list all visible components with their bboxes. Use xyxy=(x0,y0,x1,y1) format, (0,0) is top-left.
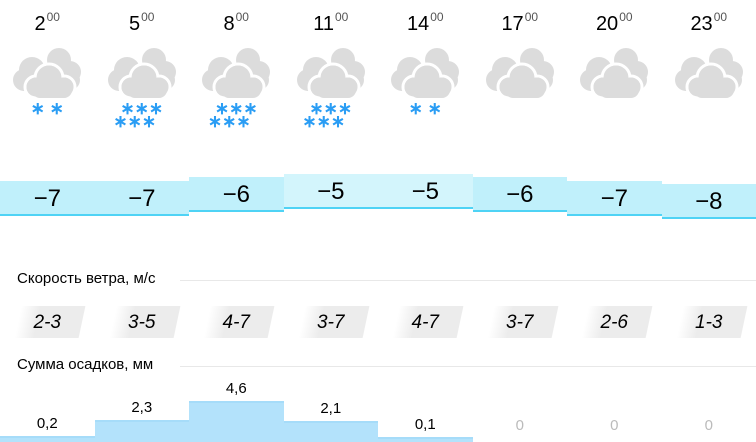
hour-value: 14 xyxy=(406,13,430,35)
cloud-icon xyxy=(674,46,744,102)
hour-label: 1100 xyxy=(284,10,379,36)
hour-value: 23 xyxy=(690,13,713,35)
snow-icon: ∗ ∗ xyxy=(408,99,442,118)
temperature-bar: −8 xyxy=(661,183,756,219)
snow-icon: ∗∗∗ xyxy=(309,99,353,118)
minutes-value: 00 xyxy=(46,10,60,24)
temperature-bar: −7 xyxy=(0,180,95,216)
hour-label: 1700 xyxy=(473,10,568,36)
snow-icon: ∗∗∗ xyxy=(214,99,258,118)
wind-speed-value: 3-7 xyxy=(506,312,534,333)
hour-label: 200 xyxy=(0,10,95,36)
precip-value: 0,1 xyxy=(414,416,436,434)
precip-value: 0 xyxy=(704,417,713,434)
temperature-value: −6 xyxy=(506,181,534,209)
forecast-column: 800 ∗∗∗ ∗∗∗ −6 4-7 4,6 xyxy=(189,0,284,442)
temperature-bar: −5 xyxy=(378,174,473,209)
hour-label: 2000 xyxy=(567,10,662,36)
forecast-column: 2000 −7 2-6 0 xyxy=(567,0,662,442)
precip-bar xyxy=(283,421,378,442)
precip-value: 0 xyxy=(610,417,619,434)
precip-sum-label: Сумма осадков, мм xyxy=(17,356,166,373)
temperature-value: −5 xyxy=(411,178,439,205)
hour-value: 5 xyxy=(129,13,141,35)
wind-speed-value: 3-7 xyxy=(317,312,345,333)
cloud-icon xyxy=(296,46,366,102)
snow-icon-row2: ∗∗∗ xyxy=(113,112,157,131)
forecast-column: 2300 −8 1-3 0 xyxy=(661,0,756,442)
hour-label: 1400 xyxy=(378,10,473,36)
temperature-value: −7 xyxy=(33,184,61,212)
temperature-bar: −6 xyxy=(472,177,567,213)
minutes-value: 00 xyxy=(430,10,444,24)
forecast-column: 200 ∗ ∗ −7 2-3 0,2 xyxy=(0,0,95,442)
forecast-column: 1700 −6 3-7 0 xyxy=(472,0,568,442)
temperature-value: −7 xyxy=(128,184,156,212)
temperature-value: −7 xyxy=(600,184,628,212)
cloud-icon xyxy=(201,46,271,102)
temperature-value: −8 xyxy=(695,187,723,215)
hour-value: 20 xyxy=(595,13,619,35)
temperature-bar: −5 xyxy=(283,174,378,209)
temperature-bar: −7 xyxy=(567,180,662,216)
precip-value: 0,2 xyxy=(36,415,58,433)
minutes-value: 00 xyxy=(524,10,539,24)
precip-rule xyxy=(180,366,756,367)
snow-icon: ∗∗∗ xyxy=(120,99,164,118)
precip-bar xyxy=(189,401,284,442)
minutes-value: 00 xyxy=(235,10,249,24)
snow-icon-row2: ∗∗∗ xyxy=(207,112,251,131)
wind-speed-label: Скорость ветра, м/с xyxy=(17,270,168,287)
hour-label: 800 xyxy=(189,10,284,36)
snow-icon: ∗ ∗ xyxy=(30,99,64,118)
minutes-value: 00 xyxy=(713,10,728,24)
cloud-icon xyxy=(485,46,555,102)
hour-value: 17 xyxy=(501,13,524,35)
snow-icon-row2: ∗∗∗ xyxy=(302,112,346,131)
hour-label: 2300 xyxy=(662,10,756,36)
forecast-column: 500 ∗∗∗ ∗∗∗ −7 3-5 2,3 xyxy=(94,0,190,442)
precip-bar xyxy=(0,436,95,442)
minutes-value: 00 xyxy=(334,10,349,24)
temperature-value: −6 xyxy=(222,181,250,209)
minutes-value: 00 xyxy=(619,10,633,24)
wind-speed-value: 3-5 xyxy=(128,312,156,333)
hour-value: 8 xyxy=(223,13,235,35)
precip-value: 2,1 xyxy=(320,400,342,418)
cloud-icon xyxy=(390,46,460,102)
hour-value: 11 xyxy=(313,13,334,35)
wind-speed-value: 2-3 xyxy=(33,312,61,333)
precip-bar xyxy=(378,437,473,442)
forecast-column: 1400 ∗ ∗ −5 4-7 0,1 xyxy=(378,0,473,442)
temperature-bar: −6 xyxy=(189,177,284,213)
wind-speed-value: 1-3 xyxy=(695,312,723,333)
hour-value: 2 xyxy=(34,13,46,35)
cloud-icon xyxy=(107,46,177,102)
precip-bar xyxy=(94,419,189,442)
cloud-icon xyxy=(12,46,82,102)
precip-value: 2,3 xyxy=(131,398,153,416)
wind-speed-value: 4-7 xyxy=(411,312,439,333)
forecast-column: 1100 ∗∗∗ ∗∗∗ −5 3-7 2,1 xyxy=(283,0,379,442)
wind-rule xyxy=(180,280,756,281)
temperature-value: −5 xyxy=(317,178,345,205)
wind-speed-value: 4-7 xyxy=(222,312,250,333)
temperature-bar: −7 xyxy=(94,180,189,216)
cloud-icon xyxy=(579,46,649,102)
wind-speed-value: 2-6 xyxy=(600,312,628,333)
precip-value: 4,6 xyxy=(225,380,247,398)
minutes-value: 00 xyxy=(141,10,155,24)
hour-label: 500 xyxy=(95,10,190,36)
precip-value: 0 xyxy=(515,417,524,434)
